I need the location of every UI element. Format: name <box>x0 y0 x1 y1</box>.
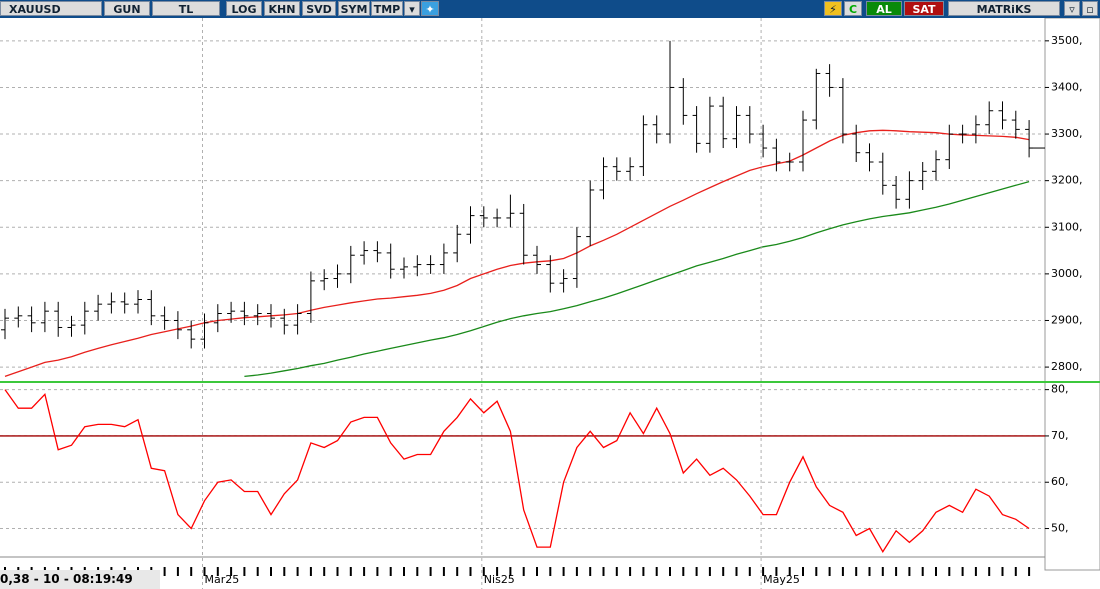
flash-icon[interactable]: ⚡ <box>824 1 842 16</box>
toolbar-button[interactable]: GUN <box>104 1 150 16</box>
y-tick-label: 3100, <box>1051 220 1083 233</box>
toolbar-button[interactable]: LOG <box>226 1 262 16</box>
dropdown[interactable]: ▾ <box>404 1 420 16</box>
background <box>0 18 1100 589</box>
window-button[interactable]: ▿ <box>1064 1 1080 16</box>
rsi-line <box>4 389 1030 553</box>
status-text: 0,38 - 10 - 08:19:49 <box>0 570 160 589</box>
toolbar-button[interactable]: KHN <box>264 1 300 16</box>
y-tick-label: 50, <box>1051 522 1069 535</box>
toolbar-button[interactable]: SYM <box>338 1 370 16</box>
y-tick-label: 80, <box>1051 383 1069 396</box>
window-button[interactable]: ▫ <box>1082 1 1098 16</box>
y-tick-label: 3400, <box>1051 80 1083 93</box>
y-tick-label: 3200, <box>1051 174 1083 187</box>
buy-button[interactable]: AL <box>866 1 902 16</box>
toolbar-button[interactable]: SVD <box>302 1 336 16</box>
y-tick-label: 3300, <box>1051 127 1083 140</box>
price-axis <box>1044 17 1100 571</box>
moving-average <box>244 180 1030 378</box>
toolbar-button[interactable]: TMP <box>371 1 403 16</box>
twitter-icon[interactable]: ✦ <box>421 1 439 16</box>
brand: MATRiKS <box>948 1 1060 16</box>
x-tick-label: Nis25 <box>484 573 515 586</box>
y-tick-label: 3500, <box>1051 34 1083 47</box>
y-tick-label: 70, <box>1051 429 1069 442</box>
x-tick-label: May25 <box>763 573 800 586</box>
y-tick-label: 60, <box>1051 475 1069 488</box>
y-tick-label: 3000, <box>1051 267 1083 280</box>
y-tick-label: 2900, <box>1051 313 1083 326</box>
y-tick-label: 2800, <box>1051 360 1083 373</box>
moving-average <box>4 129 1030 378</box>
sell-button[interactable]: SAT <box>904 1 944 16</box>
c-icon[interactable]: C <box>844 1 862 16</box>
toolbar: XAUUSD GUN TL LOG KHN SVD SYM TMP ▾ ✦ ⚡ … <box>0 0 1100 18</box>
x-tick-label: Mar25 <box>205 573 240 586</box>
symbol-box[interactable]: XAUUSD <box>0 1 102 16</box>
toolbar-button[interactable]: TL <box>152 1 220 16</box>
